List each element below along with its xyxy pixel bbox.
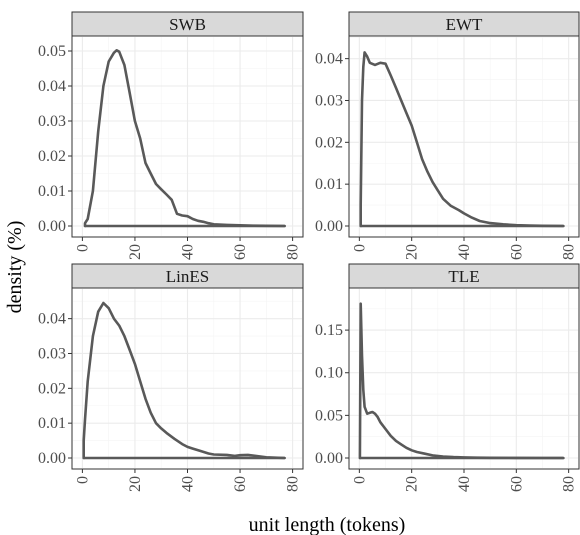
y-tick-label: 0.10 xyxy=(315,365,343,382)
x-tick-label: 60 xyxy=(232,476,249,492)
strip-label-swb: SWB xyxy=(169,15,206,34)
y-tick-label: 0.03 xyxy=(315,92,343,109)
y-tick-label: 0.05 xyxy=(315,407,343,424)
y-tick-label: 0.03 xyxy=(38,345,66,362)
y-tick-label: 0.02 xyxy=(38,148,66,165)
x-tick-label: 0 xyxy=(351,476,368,484)
y-tick-label: 0.01 xyxy=(315,176,343,193)
density-curve-lines xyxy=(82,301,286,460)
y-tick-label: 0.00 xyxy=(315,218,343,235)
strip-swb xyxy=(71,11,304,37)
panel-lines: LinES 0 20 40 60 80 0.00 0.01 0.02 0.03 0.04 xyxy=(38,263,304,492)
strip-label-tle: TLE xyxy=(448,267,479,286)
x-tick-label: 20 xyxy=(404,476,421,492)
x-tick-label: 40 xyxy=(180,476,197,492)
x-tick-label: 80 xyxy=(561,244,578,260)
x-tick-label: 20 xyxy=(127,244,144,260)
x-tick-label: 0 xyxy=(351,244,368,252)
strip-lines xyxy=(71,263,304,289)
y-axis-title: density (%) xyxy=(4,221,26,314)
x-tick-label: 0 xyxy=(74,476,91,484)
density-curve-swb xyxy=(83,49,286,228)
x-tick-label: 60 xyxy=(508,476,525,492)
y-tick-label: 0.03 xyxy=(38,113,66,130)
y-tick-label: 0.01 xyxy=(38,183,66,200)
x-tick-label: 40 xyxy=(180,244,197,260)
y-tick-label: 0.02 xyxy=(315,134,343,151)
y-tick-label: 0.00 xyxy=(38,450,66,467)
panel-swb: SWB 0 20 40 60 80 0.00 0.01 0.02 0.03 0.04 0.05 xyxy=(38,11,304,260)
strip-label-lines: LinES xyxy=(166,267,209,286)
y-tick-label: 0.15 xyxy=(315,322,343,339)
density-curve-ewt xyxy=(359,51,565,228)
x-tick-label: 60 xyxy=(232,244,249,260)
panel-tle: TLE 0 20 40 60 80 0.00 0.05 0.10 0.15 xyxy=(315,263,580,492)
x-tick-label: 20 xyxy=(127,476,144,492)
y-tick-label: 0.04 xyxy=(38,311,66,328)
y-tick-label: 0.02 xyxy=(38,380,66,397)
x-tick-label: 60 xyxy=(508,244,525,260)
panel-ewt: EWT 0 20 40 60 80 0.00 0.01 0.02 0.03 0.04 xyxy=(315,11,580,260)
x-tick-label: 40 xyxy=(456,476,473,492)
x-tick-label: 80 xyxy=(561,476,578,492)
x-tick-label: 80 xyxy=(285,244,302,260)
x-tick-label: 80 xyxy=(285,476,302,492)
x-tick-label: 0 xyxy=(74,244,91,252)
x-tick-label: 20 xyxy=(404,244,421,260)
y-tick-label: 0.00 xyxy=(315,450,343,467)
strip-label-ewt: EWT xyxy=(446,15,483,34)
y-tick-label: 0.01 xyxy=(38,415,66,432)
y-tick-label: 0.00 xyxy=(38,218,66,235)
x-axis-title: unit length (tokens) xyxy=(249,514,406,535)
x-tick-label: 40 xyxy=(456,244,473,260)
y-tick-label: 0.05 xyxy=(38,43,66,60)
y-tick-label: 0.04 xyxy=(315,51,343,68)
strip-tle xyxy=(348,263,580,289)
y-tick-label: 0.04 xyxy=(38,78,66,95)
